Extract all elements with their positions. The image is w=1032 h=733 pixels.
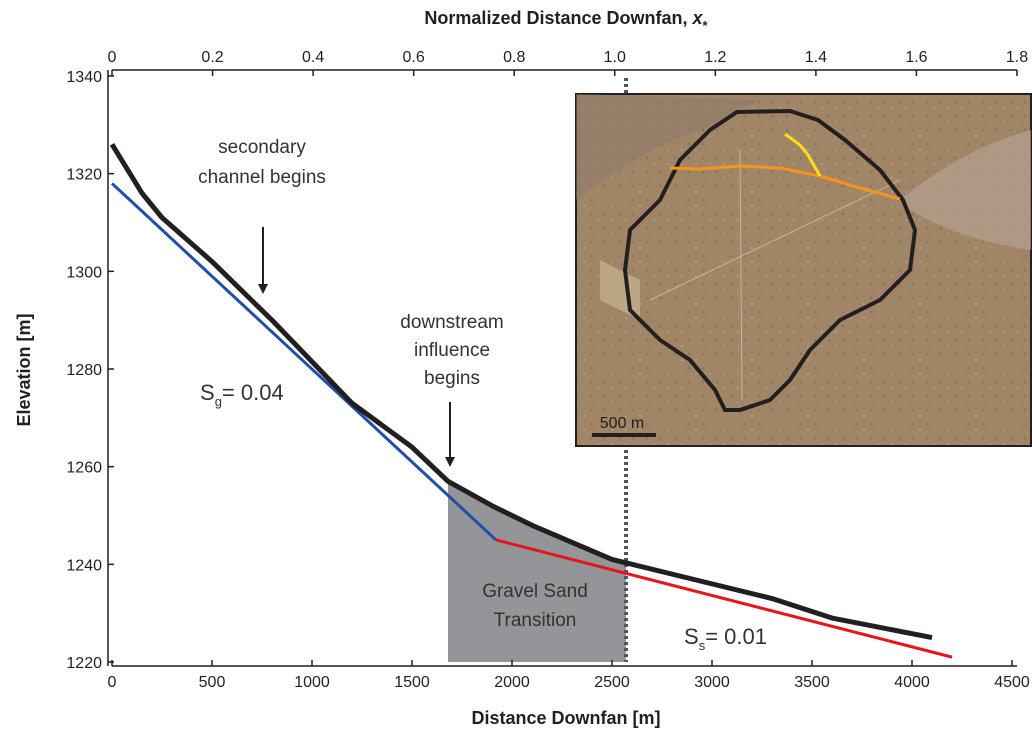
x-tick-label: 3000 [694,674,730,691]
top-axis-title-text: Normalized Distance Downfan, [424,8,692,28]
slope-label: Ss= 0.01 [684,624,767,653]
inset-frame [575,93,1032,447]
top-axis-sub: * [703,18,709,33]
inset-map: 500 m [575,93,1032,447]
top-tick-label: 1.4 [805,49,827,66]
y-tick-label: 1280 [66,362,102,379]
top-tick-label: 0.6 [403,49,425,66]
profile-line [495,538,953,659]
annotation: secondary [218,137,306,158]
slope-sub: s [699,638,706,653]
y-tick-label: 1220 [66,655,102,672]
top-tick-label: 1.2 [704,49,726,66]
annotation: influence [414,340,490,361]
top-tick-label: 0.2 [201,49,223,66]
terrain [576,94,760,200]
top-axis-title: Normalized Distance Downfan, x* [424,8,708,33]
x-tick-label: 4500 [994,674,1030,691]
top-tick-label: 0 [108,49,117,66]
profile-line [109,143,933,641]
y-tick-label: 1320 [66,167,102,184]
top-tick-label: 1.0 [604,49,626,66]
y-axis-title: Elevation [m] [14,313,34,426]
y-tick-label: 1340 [66,69,102,86]
arrow-head [445,457,455,467]
x-tick-label: 4000 [894,674,930,691]
x-tick-label: 0 [108,674,117,691]
x-tick-label: 3500 [794,674,830,691]
slope-text: = 0.01 [705,624,767,649]
top-axis-var: x [691,8,703,28]
scale-label: 500 m [600,415,644,432]
annotation: channel begins [198,167,326,188]
x-tick-label: 2500 [594,674,630,691]
x-tick-label: 1000 [294,674,330,691]
x-axis-title: Distance Downfan [m] [471,708,660,728]
road [739,149,743,401]
x-tick-label: 1500 [394,674,430,691]
y-tick-label: 1260 [66,460,102,477]
slope-symbol: S [684,624,699,649]
fan-outline [622,108,918,412]
secondary-channel [784,132,822,177]
x-tick-label: 2000 [494,674,530,691]
x-tick-label: 500 [199,674,226,691]
top-tick-label: 0.8 [503,49,525,66]
slope-label: Sg= 0.04 [200,380,284,409]
slope-text: = 0.04 [222,380,284,405]
main-channel [669,164,901,201]
annotation: downstream [400,312,504,333]
annotation: begins [424,368,480,389]
y-tick-label: 1240 [66,557,102,574]
top-tick-label: 1.8 [1006,49,1028,66]
annotation: Transition [494,610,577,631]
annotation: Gravel Sand [482,581,588,602]
top-tick-label: 0.4 [302,49,324,66]
top-tick-label: 1.6 [905,49,927,66]
transition-region [448,481,626,662]
y-tick-label: 1300 [66,264,102,281]
slope-symbol: S [200,380,215,405]
profile-line [110,182,498,542]
terrain [900,130,1031,250]
slope-sub: g [215,394,222,409]
road [649,179,901,301]
arrow-head [258,284,268,294]
